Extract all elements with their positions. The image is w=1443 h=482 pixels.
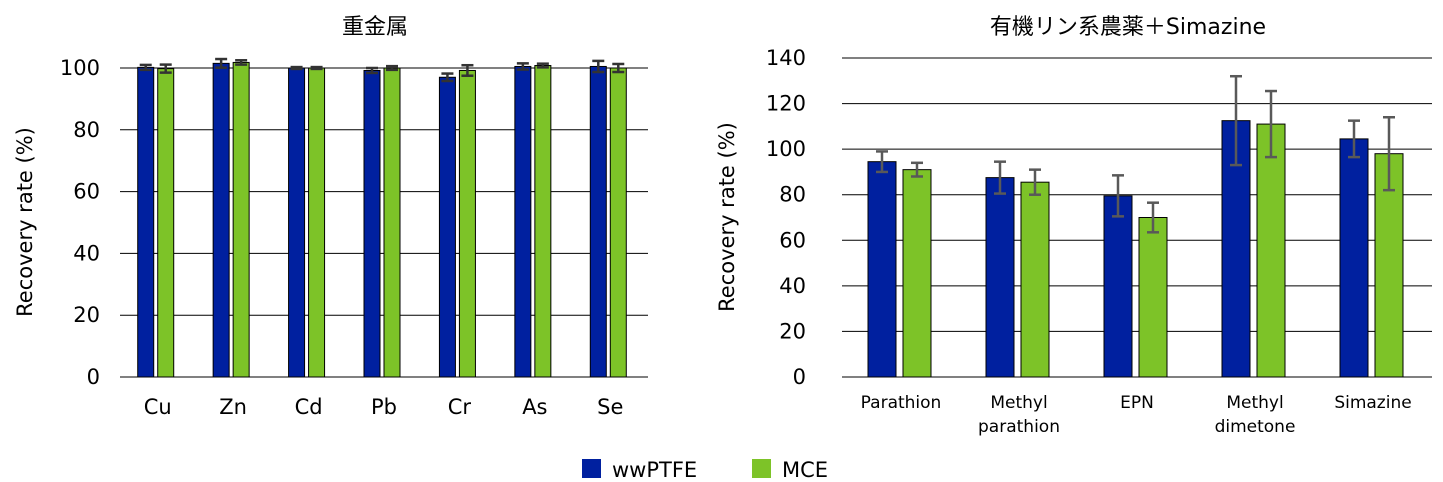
bar-wwptfe bbox=[438, 76, 456, 378]
bar-mce bbox=[458, 69, 476, 378]
y-tick-label: 60 bbox=[779, 228, 806, 252]
bar-mce bbox=[534, 65, 552, 378]
chart-title: 重金属 bbox=[342, 15, 408, 40]
y-tick-label: 0 bbox=[793, 365, 806, 389]
error-bar bbox=[876, 150, 888, 174]
x-tick-label: Simazine bbox=[1334, 393, 1411, 413]
error-bar bbox=[386, 64, 398, 72]
y-tick-label: 120 bbox=[766, 92, 806, 116]
chart-2: 有機リン系農薬＋Simazine Recovery rate (%) 0 20 40 60… bbox=[715, 15, 1432, 437]
bar-mce bbox=[1256, 123, 1286, 378]
bar-wwptfe bbox=[137, 66, 155, 378]
x-tick-label: Cr bbox=[448, 395, 472, 419]
error-bar bbox=[592, 59, 605, 74]
bar-wwptfe bbox=[1339, 138, 1369, 378]
error-bar bbox=[1383, 115, 1395, 192]
chart-title: 有機リン系農薬＋Simazine bbox=[990, 15, 1266, 40]
error-bar bbox=[1348, 119, 1360, 159]
y-tick-label: 100 bbox=[766, 137, 806, 161]
error-bar bbox=[1112, 174, 1124, 218]
bar-mce bbox=[1138, 217, 1168, 378]
y-tick-label: 0 bbox=[87, 365, 100, 389]
x-tick-label: Cu bbox=[144, 395, 172, 419]
error-bar bbox=[366, 66, 378, 75]
error-bar bbox=[310, 65, 323, 71]
y-tick-label: 140 bbox=[766, 46, 806, 70]
legend-label: wwPTFE bbox=[612, 458, 697, 482]
bar-mce bbox=[1020, 181, 1050, 378]
bar-wwptfe bbox=[212, 62, 230, 378]
bar-wwptfe bbox=[288, 67, 306, 378]
y-tick-label: 80 bbox=[73, 118, 100, 142]
y-axis-label: Recovery rate (%) bbox=[13, 127, 37, 317]
error-bar bbox=[1265, 89, 1277, 159]
x-tick-label: As bbox=[522, 395, 547, 419]
bar-mce bbox=[232, 61, 250, 378]
error-bar bbox=[1230, 74, 1242, 167]
y-tick-label: 20 bbox=[779, 319, 806, 343]
x-tick-label: Se bbox=[597, 395, 623, 419]
error-bar bbox=[235, 59, 248, 66]
y-tick-label: 100 bbox=[60, 56, 100, 80]
bar-mce bbox=[609, 67, 627, 378]
y-tick-label: 20 bbox=[73, 303, 100, 327]
legend-swatch-wwptfe bbox=[582, 459, 601, 478]
error-bar bbox=[612, 62, 625, 74]
legend-label: MCE bbox=[782, 458, 828, 482]
y-tick-label: 80 bbox=[779, 183, 806, 207]
error-bar bbox=[1029, 168, 1041, 196]
error-bar bbox=[290, 65, 303, 71]
error-bar bbox=[536, 62, 549, 69]
chart-1: 重金属 Recovery rate (%) 0 20 40 60 80 100 Cu Zn Cd Pb… bbox=[13, 15, 648, 419]
bar-wwptfe bbox=[589, 65, 607, 378]
x-tick-label: Methyl bbox=[1226, 393, 1283, 413]
y-tick-label: 40 bbox=[779, 274, 806, 298]
error-bar bbox=[1147, 201, 1159, 234]
bar-mce bbox=[902, 169, 932, 378]
bar-mce bbox=[308, 67, 326, 378]
x-tick-label: Cd bbox=[295, 395, 323, 419]
bar-wwptfe bbox=[1103, 195, 1133, 378]
error-bar bbox=[215, 57, 228, 69]
bar-wwptfe bbox=[514, 65, 532, 378]
error-bar bbox=[139, 63, 152, 72]
y-axis-label: Recovery rate (%) bbox=[715, 122, 739, 312]
x-tick-label: EPN bbox=[1120, 393, 1154, 413]
x-tick-label: Methyl bbox=[990, 393, 1047, 413]
error-bar bbox=[159, 63, 172, 74]
error-bar bbox=[994, 160, 1006, 195]
bar-wwptfe bbox=[985, 177, 1015, 378]
error-bar bbox=[911, 161, 923, 178]
x-tick-label: dimetone bbox=[1215, 417, 1296, 437]
x-tick-label: Zn bbox=[219, 395, 247, 419]
y-tick-label: 40 bbox=[73, 241, 100, 265]
error-bar bbox=[516, 62, 529, 71]
legend-swatch-mce bbox=[752, 459, 771, 478]
error-bar bbox=[461, 63, 474, 77]
x-tick-label: Parathion bbox=[861, 393, 942, 413]
x-tick-label: Pb bbox=[371, 395, 397, 419]
bar-mce bbox=[157, 68, 175, 378]
bar-mce bbox=[383, 67, 401, 378]
bar-wwptfe bbox=[867, 161, 897, 378]
error-bar bbox=[441, 72, 454, 83]
legend: wwPTFE MCE bbox=[582, 458, 828, 482]
x-tick-label: parathion bbox=[978, 417, 1060, 437]
bar-wwptfe bbox=[363, 69, 381, 378]
y-tick-label: 60 bbox=[73, 180, 100, 204]
